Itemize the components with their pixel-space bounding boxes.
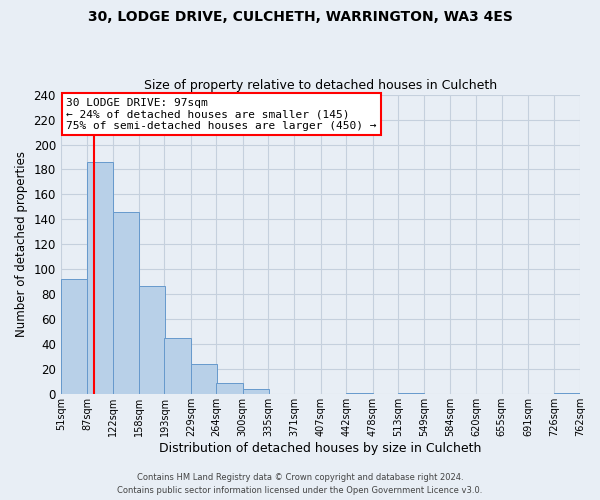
Text: 30, LODGE DRIVE, CULCHETH, WARRINGTON, WA3 4ES: 30, LODGE DRIVE, CULCHETH, WARRINGTON, W… <box>88 10 512 24</box>
Bar <box>139 286 165 395</box>
Bar <box>398 393 424 394</box>
Bar <box>113 212 139 394</box>
X-axis label: Distribution of detached houses by size in Culcheth: Distribution of detached houses by size … <box>159 442 482 455</box>
Text: 30 LODGE DRIVE: 97sqm
← 24% of detached houses are smaller (145)
75% of semi-det: 30 LODGE DRIVE: 97sqm ← 24% of detached … <box>66 98 376 131</box>
Bar <box>87 162 113 394</box>
Bar <box>164 338 191 394</box>
Bar <box>217 383 242 394</box>
Bar <box>191 364 217 394</box>
Bar <box>242 390 269 394</box>
Bar <box>346 393 373 394</box>
Bar <box>554 393 580 394</box>
Y-axis label: Number of detached properties: Number of detached properties <box>15 152 28 338</box>
Title: Size of property relative to detached houses in Culcheth: Size of property relative to detached ho… <box>144 79 497 92</box>
Bar <box>61 280 87 394</box>
Text: Contains HM Land Registry data © Crown copyright and database right 2024.
Contai: Contains HM Land Registry data © Crown c… <box>118 474 482 495</box>
